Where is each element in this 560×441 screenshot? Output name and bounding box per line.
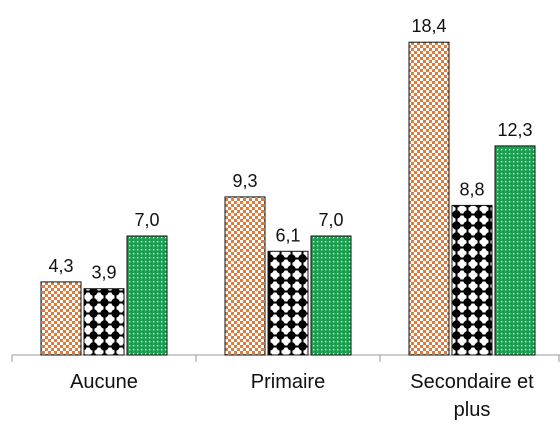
bar [126, 235, 168, 356]
value-label: 6,1 [275, 225, 300, 245]
x-tick-label: Secondaire et plus [410, 371, 534, 421]
bar [224, 196, 266, 356]
bar [494, 145, 536, 356]
value-label: 9,3 [232, 171, 257, 191]
bar [451, 204, 493, 356]
value-label: 7,0 [318, 210, 343, 230]
bar [267, 250, 309, 356]
bar [83, 288, 125, 356]
value-label: 18,4 [411, 16, 446, 36]
bar [310, 235, 352, 356]
value-label: 7,0 [134, 210, 159, 230]
value-label: 8,8 [459, 179, 484, 199]
bar [40, 281, 82, 356]
x-tick-label: Aucune [70, 371, 138, 393]
bar [408, 41, 450, 356]
x-tick-label: Primaire [250, 371, 326, 393]
value-label: 4,3 [48, 256, 73, 276]
value-label: 3,9 [91, 263, 116, 283]
value-label: 12,3 [497, 120, 532, 140]
